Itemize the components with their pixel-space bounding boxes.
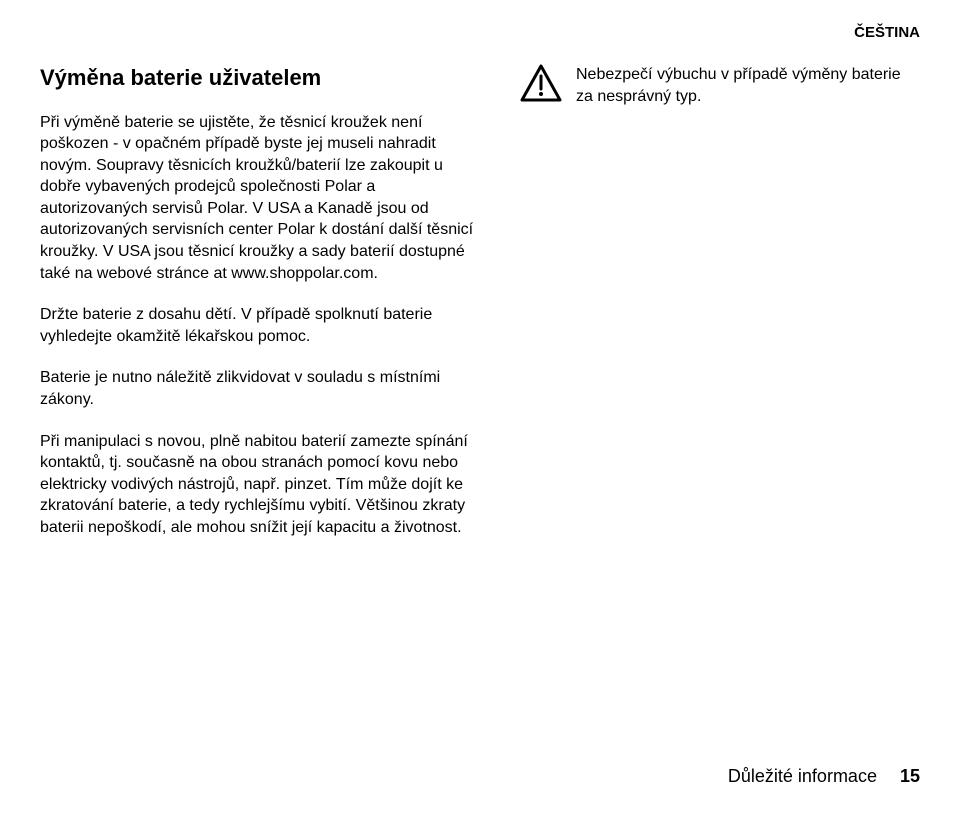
paragraph-4: Při manipulaci s novou, plně nabitou bat… bbox=[40, 431, 480, 539]
page-heading: Výměna baterie uživatelem bbox=[40, 64, 480, 92]
left-column: Výměna baterie uživatelem Při výměně bat… bbox=[40, 64, 480, 559]
warning-text: Nebezpečí výbuchu v případě výměny bater… bbox=[576, 64, 920, 107]
warning-block: Nebezpečí výbuchu v případě výměny bater… bbox=[520, 64, 920, 107]
footer-page-number: 15 bbox=[900, 766, 920, 786]
footer-label: Důležité informace bbox=[728, 766, 877, 786]
paragraph-2: Držte baterie z dosahu dětí. V případě s… bbox=[40, 304, 480, 347]
page-footer: Důležité informace 15 bbox=[728, 766, 920, 787]
paragraph-3: Baterie je nutno náležitě zlikvidovat v … bbox=[40, 367, 480, 410]
content-columns: Výměna baterie uživatelem Při výměně bat… bbox=[40, 64, 920, 559]
paragraph-1: Při výměně baterie se ujistěte, že těsni… bbox=[40, 112, 480, 285]
right-column: Nebezpečí výbuchu v případě výměny bater… bbox=[520, 64, 920, 559]
warning-icon bbox=[520, 64, 562, 102]
language-tag: ČEŠTINA bbox=[854, 24, 920, 41]
